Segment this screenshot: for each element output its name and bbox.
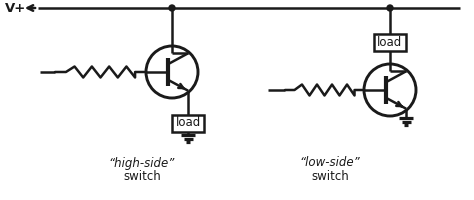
Text: load: load xyxy=(377,36,402,48)
Text: V+: V+ xyxy=(5,1,26,15)
Text: switch: switch xyxy=(123,170,161,182)
Text: “low-side”: “low-side” xyxy=(300,156,360,170)
Circle shape xyxy=(169,5,175,11)
Text: switch: switch xyxy=(311,170,349,182)
Text: load: load xyxy=(175,116,201,130)
Text: “high-side”: “high-side” xyxy=(109,156,175,170)
Bar xyxy=(172,114,204,132)
Circle shape xyxy=(387,5,393,11)
Bar xyxy=(374,33,406,50)
